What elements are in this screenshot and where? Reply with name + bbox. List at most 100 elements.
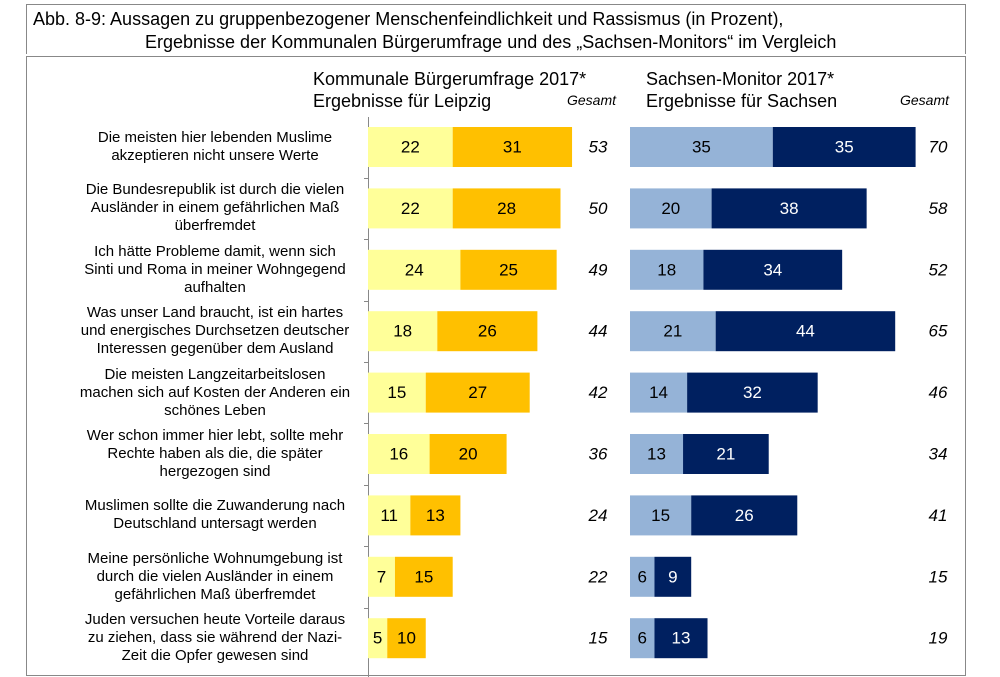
sachsen-bar-segment-2 (654, 618, 708, 659)
sachsen-total-label: 34 (929, 445, 948, 464)
sachsen-value-label-2: 44 (796, 322, 815, 341)
leipzig-value-label-2: 13 (426, 506, 445, 525)
category-label: Die meisten Langzeitarbeitslosen machen … (79, 365, 351, 419)
category-label: Juden versuchen heute Vorteile daraus zu… (84, 611, 346, 665)
sachsen-bar-segment-2 (654, 556, 692, 597)
leipzig-value-label-2: 25 (499, 260, 518, 279)
leipzig-bar-segment-2 (387, 618, 426, 659)
category-label: Wer schon immer hier lebt, sollte mehr R… (86, 427, 344, 480)
sachsen-total-label: 19 (929, 629, 948, 648)
sachsen-bar-segment-2 (703, 249, 843, 290)
axis-tick (364, 177, 368, 179)
sachsen-value-label-1: 18 (657, 260, 676, 279)
category-label: Was unser Land braucht, ist ein hartes u… (80, 304, 350, 358)
sachsen-value-label-2: 32 (743, 383, 762, 402)
figure-title-line1: Abb. 8-9: Aussagen zu gruppenbezogener M… (33, 9, 784, 29)
sachsen-value-label-2: 38 (780, 199, 799, 218)
sachsen-value-label-2: 9 (668, 567, 677, 586)
category-label: Muslimen sollte die Zuwanderung nach Deu… (84, 497, 346, 533)
sachsen-value-label-1: 13 (647, 445, 666, 464)
sachsen-bar-segment-2 (711, 188, 867, 229)
leipzig-value-label-2: 20 (459, 445, 478, 464)
leipzig-value-label-1: 24 (405, 260, 424, 279)
sachsen-value-label-1: 35 (692, 138, 711, 157)
leipzig-value-label-2: 26 (478, 322, 497, 341)
leipzig-value-label-1: 16 (389, 445, 408, 464)
sachsen-bar-segment-1 (630, 127, 773, 167)
sachsen-bar-segment-1 (630, 434, 684, 474)
leipzig-total-label: 42 (589, 383, 608, 402)
category-label: Die meisten hier lebenden Muslime akzept… (97, 129, 333, 164)
leipzig-total-header: Gesamt (567, 92, 617, 108)
sachsen-bar-segment-2 (715, 311, 896, 352)
sachsen-bar-segment-2 (691, 495, 798, 536)
sachsen-bar-segment-1 (630, 188, 712, 229)
leipzig-bar-segment-1 (368, 618, 388, 659)
sachsen-total-label: 41 (929, 506, 948, 525)
sachsen-total-label: 15 (929, 567, 948, 586)
leipzig-value-label-2: 27 (468, 383, 487, 402)
sachsen-value-label-2: 35 (835, 138, 854, 157)
axis-tick (364, 607, 368, 609)
figure-title-line2: Ergebnisse der Kommunalen Bürgerumfrage … (145, 32, 837, 52)
leipzig-bar-segment-1 (368, 434, 430, 474)
leipzig-bar-segment-1 (368, 556, 395, 597)
leipzig-value-label-2: 31 (503, 138, 522, 157)
leipzig-value-label-1: 18 (393, 322, 412, 341)
leipzig-bar-segment-1 (368, 495, 411, 536)
leipzig-total-label: 50 (589, 199, 608, 218)
leipzig-bar-segment-2 (452, 127, 573, 167)
sachsen-bar-segment-2 (772, 127, 916, 167)
leipzig-total-label: 36 (589, 445, 608, 464)
sachsen-bar-segment-2 (687, 372, 818, 413)
leipzig-bar-segment-2 (437, 311, 538, 352)
leipzig-total-label: 22 (588, 567, 608, 586)
axis-tick (364, 484, 368, 486)
leipzig-total-label: 44 (589, 322, 608, 341)
title-box (26, 4, 966, 54)
sachsen-bar-segment-2 (683, 434, 769, 474)
sachsen-bar-segment-1 (630, 249, 704, 290)
leipzig-total-label: 24 (588, 506, 608, 525)
leipzig-bar-segment-1 (368, 372, 426, 413)
sachsen-value-label-1: 15 (651, 506, 670, 525)
category-label: Meine persönliche Wohnumgebung ist durch… (87, 549, 343, 603)
axis-tick (364, 361, 368, 363)
sachsen-value-label-1: 14 (649, 383, 668, 402)
sachsen-value-label-1: 6 (638, 629, 647, 648)
leipzig-value-label-2: 28 (497, 199, 516, 218)
leipzig-value-label-1: 22 (401, 199, 420, 218)
sachsen-value-label-2: 13 (672, 629, 691, 648)
sachsen-value-label-2: 26 (735, 506, 754, 525)
leipzig-bar-segment-2 (394, 556, 453, 597)
sachsen-total-label: 58 (929, 199, 948, 218)
axis-tick (364, 423, 368, 425)
sachsen-total-header: Gesamt (900, 92, 950, 108)
leipzig-bar-segment-2 (460, 249, 557, 290)
leipzig-bar-segment-1 (368, 249, 461, 290)
sachsen-total-label: 52 (929, 260, 948, 279)
leipzig-bar-segment-2 (425, 372, 530, 413)
sachsen-value-label-1: 6 (638, 567, 647, 586)
leipzig-value-label-1: 7 (377, 567, 386, 586)
leipzig-bar-segment-1 (368, 127, 453, 167)
leipzig-bar-segment-2 (452, 188, 561, 229)
sachsen-value-label-2: 21 (716, 445, 735, 464)
sachsen-value-label-1: 20 (661, 199, 680, 218)
sachsen-header: Sachsen-Monitor 2017* Ergebnisse für Sac… (646, 69, 838, 111)
sachsen-bar-segment-1 (630, 495, 692, 536)
sachsen-total-label: 46 (929, 383, 948, 402)
category-label: Ich hätte Probleme damit, wenn sich Sint… (84, 242, 346, 296)
leipzig-bar-segment-2 (429, 434, 507, 474)
leipzig-value-label-1: 11 (380, 506, 398, 525)
sachsen-total-label: 70 (929, 138, 948, 157)
axis-tick (364, 300, 368, 302)
leipzig-value-label-1: 15 (387, 383, 406, 402)
leipzig-total-label: 49 (589, 260, 608, 279)
sachsen-value-label-1: 21 (663, 322, 682, 341)
sachsen-bar-segment-1 (630, 372, 688, 413)
leipzig-value-label-2: 15 (414, 567, 433, 586)
axis-tick (364, 239, 368, 241)
axis-tick (364, 546, 368, 548)
leipzig-header: Kommunale Bürgerumfrage 2017* Ergebnisse… (313, 69, 587, 111)
